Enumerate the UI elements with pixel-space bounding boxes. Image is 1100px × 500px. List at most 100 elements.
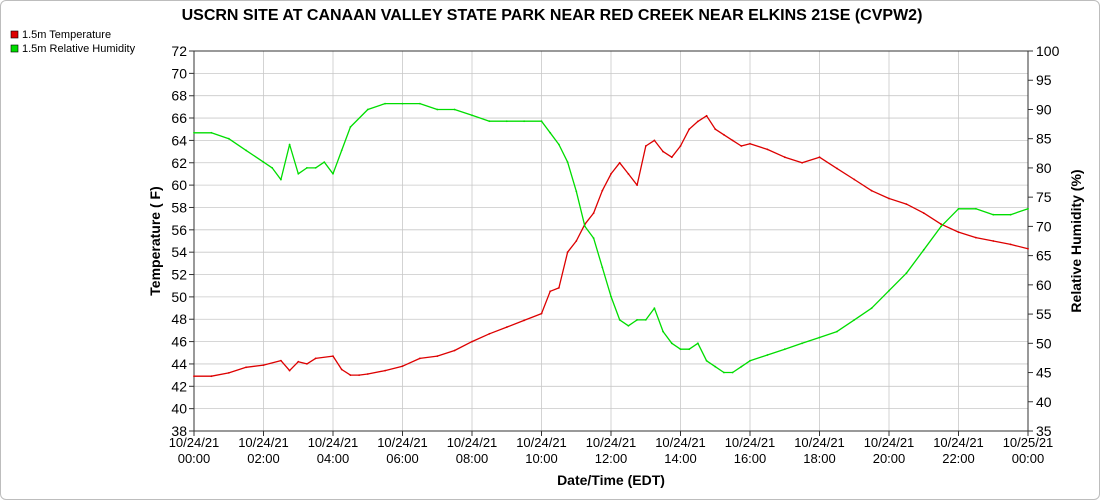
data-point-temperature (940, 223, 942, 226)
data-point-humidity (731, 371, 734, 374)
x-tick-time: 08:00 (456, 451, 489, 466)
x-tick-time: 06:00 (386, 451, 419, 466)
data-point-temperature (558, 287, 560, 289)
data-point-temperature (488, 332, 491, 335)
x-axis-title: Date/Time (EDT) (557, 472, 665, 488)
data-point-humidity (723, 371, 725, 374)
data-point-humidity (540, 120, 543, 123)
data-point-temperature (566, 251, 569, 254)
data-point-humidity (280, 178, 282, 181)
data-point-temperature (922, 212, 925, 215)
data-point-temperature (905, 203, 908, 206)
data-point-temperature (697, 120, 699, 123)
data-point-humidity (670, 342, 673, 345)
data-point-humidity (905, 272, 908, 275)
x-tick-date: 10/24/21 (655, 435, 706, 450)
y2-tick-label: 55 (1036, 306, 1052, 322)
x-tick-date: 10/24/21 (447, 435, 498, 450)
data-point-temperature (957, 231, 960, 234)
x-tick-date: 10/24/21 (794, 435, 845, 450)
data-point-temperature (888, 197, 890, 200)
data-point-temperature (1027, 247, 1029, 250)
y2-tick-label: 100 (1036, 43, 1060, 59)
x-tick-date: 10/24/21 (933, 435, 984, 450)
data-point-humidity (297, 172, 300, 175)
y2-tick-label: 90 (1036, 101, 1052, 117)
data-point-humidity (662, 330, 664, 333)
y-tick-label: 46 (171, 334, 187, 350)
y-tick-label: 64 (171, 132, 187, 148)
y-tick-label: 50 (171, 289, 187, 305)
data-point-humidity (601, 266, 604, 269)
y2-tick-label: 85 (1036, 131, 1052, 147)
data-point-temperature (670, 156, 673, 159)
data-point-humidity (349, 126, 352, 128)
y2-tick-label: 50 (1036, 335, 1052, 351)
y-tick-label: 72 (171, 43, 187, 59)
data-point-temperature (731, 139, 734, 142)
data-point-temperature (505, 326, 508, 328)
legend-swatch-temperature (10, 30, 19, 39)
x-tick-time: 10:00 (525, 451, 558, 466)
data-point-humidity (210, 131, 213, 134)
data-point-temperature (523, 319, 525, 322)
data-point-temperature (262, 364, 265, 366)
data-point-temperature (992, 240, 995, 242)
data-point-temperature (419, 357, 421, 360)
data-point-humidity (419, 102, 421, 105)
x-tick-time: 14:00 (664, 451, 697, 466)
x-tick-date: 10/24/21 (169, 435, 220, 450)
data-point-temperature (358, 374, 360, 376)
data-point-humidity (766, 354, 769, 356)
y-tick-label: 52 (171, 267, 187, 283)
x-tick-time: 16:00 (734, 451, 767, 466)
data-point-humidity (332, 172, 334, 175)
data-point-humidity (705, 359, 708, 362)
y2-tick-label: 80 (1036, 160, 1052, 176)
legend: 1.5m Temperature 1.5m Relative Humidity (10, 29, 136, 55)
x-tick-time: 18:00 (803, 451, 836, 466)
data-point-humidity (688, 348, 691, 351)
data-point-humidity (436, 108, 439, 111)
data-point-humidity (558, 143, 560, 146)
data-point-temperature (592, 212, 595, 215)
x-tick-date: 10/24/21 (516, 435, 567, 450)
data-point-temperature (340, 368, 343, 371)
data-point-humidity (505, 120, 508, 123)
data-point-temperature (193, 375, 195, 378)
data-point-humidity (783, 348, 786, 351)
y2-tick-label: 35 (1036, 423, 1052, 439)
data-point-humidity (453, 108, 456, 111)
data-point-humidity (679, 348, 682, 351)
data-point-temperature (653, 139, 656, 142)
data-point-temperature (384, 369, 386, 372)
y-tick-label: 44 (171, 356, 187, 372)
data-point-temperature (714, 128, 717, 131)
series (193, 102, 1029, 378)
y2-tick-label: 70 (1036, 218, 1052, 234)
data-point-humidity (818, 336, 821, 339)
data-point-temperature (662, 150, 664, 153)
data-point-humidity (801, 342, 803, 345)
data-point-temperature (549, 290, 552, 293)
data-point-humidity (870, 307, 873, 310)
data-point-temperature (280, 359, 282, 362)
data-point-temperature (401, 365, 404, 368)
data-point-temperature (705, 114, 708, 117)
data-point-humidity (549, 131, 552, 134)
y-tick-label: 40 (171, 401, 187, 417)
data-point-temperature (575, 240, 578, 242)
x-tick-time: 20:00 (873, 451, 906, 466)
y-tick-label: 70 (171, 65, 187, 81)
y-tick-label: 68 (171, 88, 187, 104)
grid (193, 50, 1029, 432)
data-point-temperature (210, 375, 213, 378)
y-tick-label: 58 (171, 199, 187, 215)
data-point-temperature (366, 373, 369, 375)
legend-label-temperature: 1.5m Temperature (22, 29, 111, 41)
data-point-temperature (471, 340, 473, 343)
data-point-humidity (262, 161, 265, 164)
legend-swatch-humidity (10, 44, 19, 53)
x-tick-date: 10/24/21 (377, 435, 428, 450)
y-tick-label: 38 (171, 423, 187, 439)
